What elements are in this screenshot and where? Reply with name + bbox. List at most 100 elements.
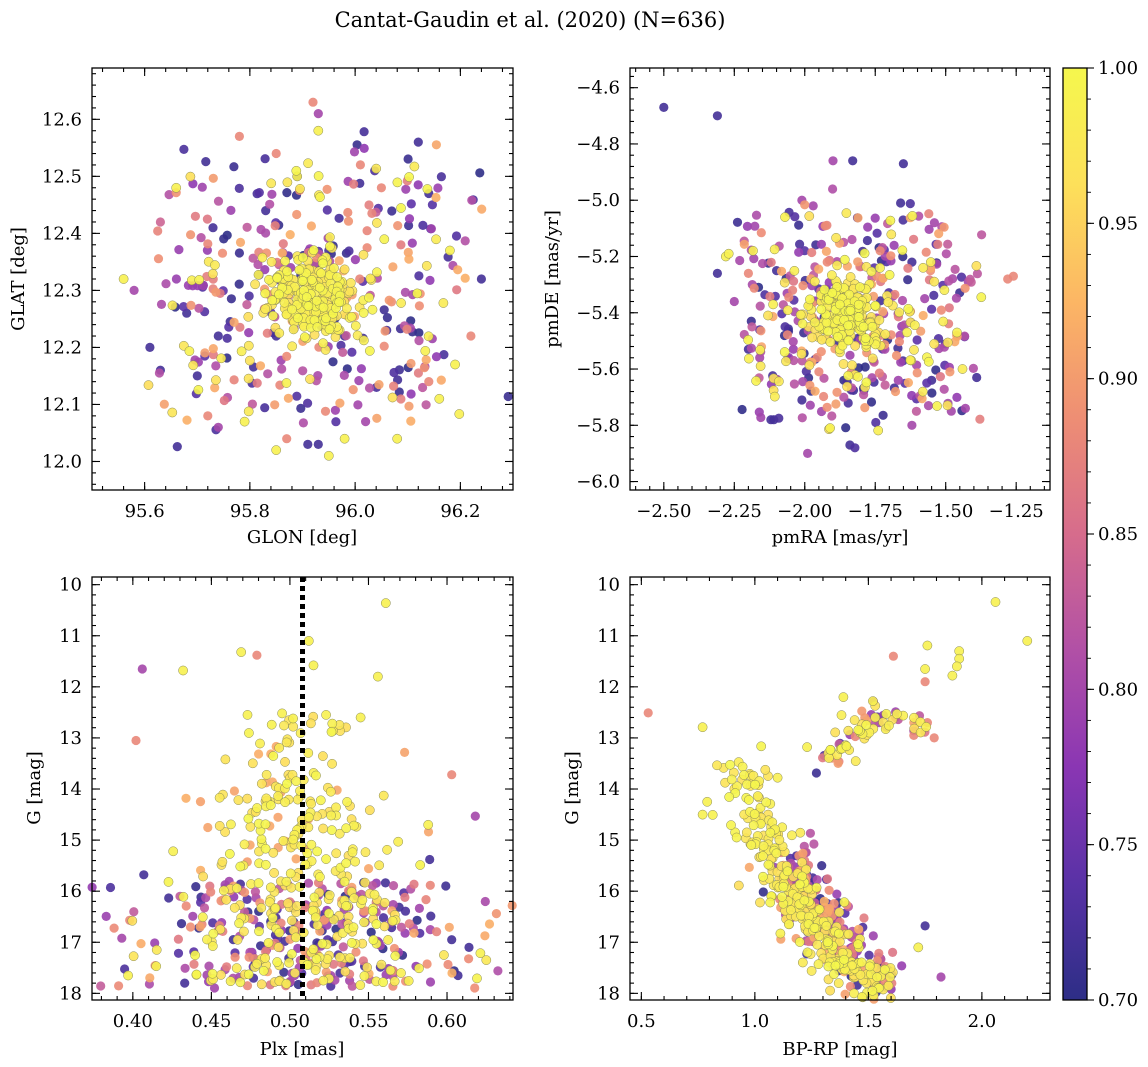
- scatter-point: [308, 97, 318, 107]
- scatter-point: [277, 364, 287, 374]
- scatter-point: [470, 811, 480, 821]
- scatter-point: [235, 977, 246, 988]
- scatter-point: [782, 330, 793, 340]
- scatter-point: [797, 318, 808, 329]
- scatter-point: [809, 317, 820, 328]
- scatter-point: [359, 971, 370, 981]
- x-tick-label: −2.50: [636, 501, 691, 522]
- scatter-point: [213, 422, 223, 432]
- scatter-point: [421, 355, 431, 365]
- scatter-point: [172, 442, 182, 452]
- y-tick-label: 12.6: [42, 109, 82, 130]
- scatter-point: [260, 859, 271, 870]
- scatter-point: [287, 304, 297, 315]
- scatter-point: [643, 708, 653, 718]
- scatter-point: [339, 433, 350, 444]
- scatter-point: [303, 878, 314, 888]
- scatter-point: [932, 401, 942, 411]
- scatter-point: [151, 945, 162, 955]
- scatter-point: [507, 900, 517, 911]
- scatter-point: [221, 894, 232, 905]
- scatter-point: [250, 279, 260, 290]
- scatter-point: [338, 347, 348, 357]
- scatter-point: [210, 260, 220, 270]
- scatter-point: [270, 903, 281, 913]
- scatter-point: [867, 353, 878, 364]
- scatter-point: [155, 217, 165, 227]
- scatter-point: [749, 254, 759, 264]
- scatter-point: [712, 111, 723, 121]
- scatter-point: [814, 264, 824, 274]
- scatter-point: [845, 305, 856, 316]
- scatter-point: [392, 177, 403, 188]
- scatter-point: [841, 741, 852, 752]
- scatter-point: [445, 245, 455, 256]
- scatter-point: [362, 243, 372, 253]
- scatter-point: [232, 934, 243, 945]
- scatter-point: [244, 355, 255, 366]
- scatter-point: [191, 969, 202, 980]
- scatter-point: [190, 211, 200, 221]
- scatter-point: [303, 748, 314, 758]
- scatter-point: [800, 200, 810, 210]
- scatter-point: [843, 929, 854, 939]
- scatter-point: [418, 382, 428, 393]
- scatter-point: [401, 184, 411, 194]
- scatter-point: [185, 171, 196, 182]
- scatter-point: [828, 184, 838, 194]
- scatter-point: [265, 882, 276, 893]
- scatter-point: [819, 896, 829, 906]
- scatter-point: [420, 346, 431, 356]
- scatter-point: [808, 201, 818, 211]
- scatter-point: [905, 355, 916, 366]
- scatter-point: [239, 926, 249, 937]
- scatter-point: [443, 959, 453, 970]
- scatter-point: [772, 772, 783, 783]
- colorbar-tick-label: 0.90: [1098, 369, 1138, 390]
- scatter-point: [284, 957, 294, 968]
- scatter-point: [239, 839, 250, 850]
- scatter-point: [288, 721, 299, 732]
- scatter-point: [318, 338, 328, 349]
- y-tick-label: −4.8: [576, 134, 620, 155]
- scatter-point: [271, 148, 281, 159]
- scatter-point: [368, 906, 378, 916]
- scatter-point: [180, 978, 190, 988]
- scatter-point: [342, 797, 352, 807]
- scatter-point: [357, 895, 368, 905]
- scatter-point: [931, 365, 941, 375]
- scatter-point: [794, 220, 804, 230]
- y-tick-label: −5.8: [576, 415, 620, 436]
- scatter-point: [260, 265, 270, 275]
- scatter-point: [880, 329, 891, 340]
- scatter-point: [886, 229, 897, 240]
- scatter-point: [503, 391, 513, 402]
- scatter-point: [807, 247, 817, 258]
- scatter-point: [393, 836, 404, 847]
- scatter-point: [426, 911, 436, 921]
- scatter-point: [350, 856, 360, 867]
- scatter-point: [301, 292, 312, 302]
- scatter-point: [202, 214, 212, 224]
- y-tick-label: 18: [597, 983, 620, 1004]
- scatter-point: [853, 371, 863, 382]
- x-tick-label: 1.5: [854, 1011, 883, 1032]
- scatter-point: [353, 400, 363, 410]
- scatter-point: [206, 887, 216, 897]
- scatter-point: [814, 904, 825, 915]
- scatter-point: [825, 423, 835, 433]
- scatter-point: [404, 401, 414, 411]
- scatter-point: [287, 341, 298, 352]
- scatter-point: [131, 735, 141, 746]
- scatter-point: [355, 712, 366, 723]
- scatter-point: [295, 183, 305, 194]
- scatter-point: [185, 922, 196, 932]
- scatter-point: [306, 839, 317, 850]
- scatter-point: [912, 335, 922, 345]
- scatter-point: [929, 276, 940, 287]
- scatter-point: [853, 725, 864, 735]
- scatter-point: [951, 293, 962, 303]
- x-axis-label: GLON [deg]: [247, 527, 357, 548]
- scatter-point: [267, 295, 278, 306]
